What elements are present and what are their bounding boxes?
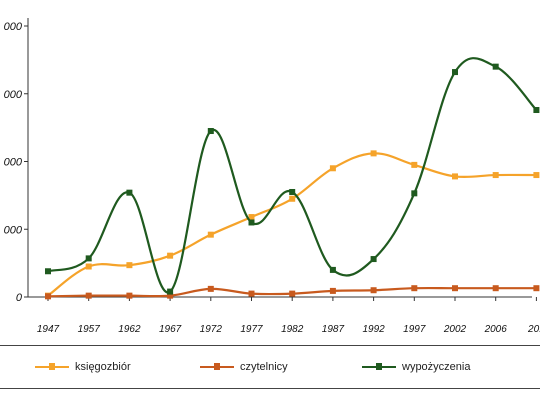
data-point	[492, 63, 499, 70]
data-point	[533, 285, 540, 292]
x-tick-label: 1962	[118, 324, 141, 335]
data-point	[370, 256, 377, 263]
data-point	[411, 161, 418, 168]
y-tick-label: 000	[4, 89, 23, 101]
x-tick-label: 1992	[362, 324, 385, 335]
data-point	[329, 266, 336, 273]
legend-line-czytelnicy	[200, 363, 234, 370]
data-point	[248, 214, 255, 221]
data-point	[167, 292, 174, 299]
data-point	[45, 293, 51, 300]
legend-marker-czytelnicy	[214, 363, 220, 370]
data-point	[289, 290, 296, 297]
legend-item-ksiegozbior: księgozbiór	[35, 360, 131, 374]
data-point	[452, 69, 458, 76]
data-point	[329, 165, 336, 172]
data-point	[492, 172, 499, 179]
data-point	[248, 219, 255, 226]
data-point	[411, 190, 418, 197]
y-tick-label: 000	[4, 21, 23, 33]
legend-line-ksiegozbior	[35, 363, 69, 370]
legend: księgozbiór czytelnicy wypożyczenia	[0, 345, 540, 389]
x-tick-label: 201	[527, 324, 540, 335]
data-point	[289, 188, 296, 195]
data-point	[289, 195, 296, 202]
data-point	[45, 268, 51, 275]
data-point	[126, 292, 133, 299]
data-point	[452, 173, 458, 180]
y-tick-label: 0	[16, 292, 23, 304]
x-tick-label: 1967	[159, 324, 182, 335]
series-line-0	[47, 152, 537, 297]
data-point	[370, 287, 377, 294]
legend-marker-wypozyczenia	[376, 363, 382, 370]
legend-item-wypozyczenia: wypożyczenia	[362, 360, 470, 374]
data-point	[452, 285, 458, 292]
x-tick-label: 1977	[240, 324, 263, 335]
data-point	[126, 262, 133, 269]
x-tick-label: 1997	[403, 324, 426, 335]
data-point	[370, 150, 377, 157]
plot-area	[45, 57, 540, 300]
data-point	[85, 292, 92, 299]
legend-label-wypozyczenia: wypożyczenia	[402, 361, 471, 373]
data-point	[533, 172, 540, 179]
x-tick-label: 1957	[78, 324, 101, 335]
legend-item-czytelnicy: czytelnicy	[200, 360, 288, 374]
y-tick-label: 000	[4, 224, 23, 236]
data-point	[207, 128, 214, 135]
data-point	[533, 107, 540, 114]
data-point	[126, 189, 133, 196]
x-tick-label: 2006	[484, 324, 508, 335]
x-tick-label: 1982	[281, 324, 304, 335]
legend-line-wypozyczenia	[362, 363, 396, 370]
x-axis: 1947 1957 1962 1967 1972 1977 1982 1987 1992 1997…	[28, 296, 540, 335]
data-point	[85, 263, 92, 270]
data-point	[167, 252, 174, 259]
data-point	[248, 290, 255, 297]
data-point	[329, 287, 336, 294]
series-line-2	[47, 57, 538, 294]
y-tick-label: 000	[4, 157, 23, 169]
data-point	[492, 285, 499, 292]
x-tick-label: 1972	[200, 324, 223, 335]
x-tick-label: 1947	[37, 324, 60, 335]
x-tick-label: 2002	[443, 324, 467, 335]
data-point	[411, 285, 418, 292]
data-point	[207, 231, 214, 238]
x-tick-label: 1987	[322, 324, 345, 335]
data-point	[85, 255, 92, 262]
data-point	[167, 288, 174, 295]
legend-label-czytelnicy: czytelnicy	[240, 361, 288, 373]
data-point	[207, 285, 214, 292]
legend-label-ksiegozbior: księgozbiór	[75, 361, 131, 373]
legend-marker-ksiegozbior	[49, 363, 55, 370]
